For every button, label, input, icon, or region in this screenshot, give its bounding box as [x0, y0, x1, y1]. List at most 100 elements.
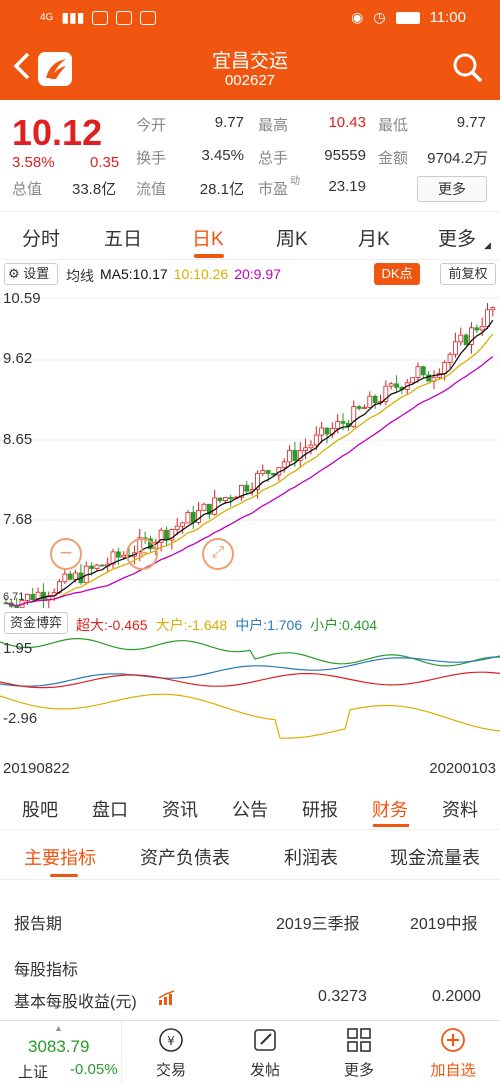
fund-flow-svg [0, 637, 500, 739]
status-bar: 4G ▮▮▮ ◉ ◷ 11:00 [0, 0, 500, 36]
tab-five-day[interactable]: 五日 [104, 229, 143, 250]
period-label: 报告期 [14, 916, 63, 933]
tab-orderbook[interactable]: 盘口 [92, 800, 128, 820]
settings-button[interactable]: ⚙ 设置 [4, 263, 58, 285]
nav-trade[interactable]: ¥ 交易 [136, 1027, 206, 1080]
zoom-in-icon[interactable]: + [126, 538, 158, 570]
candle-body [469, 327, 474, 345]
index-value: 3083.79 [28, 1037, 90, 1056]
candle-body [255, 473, 260, 491]
candlestick-chart[interactable]: 10.59 9.62 8.65 7.68 6.71 − + ⤢ [0, 288, 500, 616]
high-label: 最高 [258, 117, 289, 134]
float-cap-label: 流值 [136, 181, 167, 198]
low-label: 最低 [378, 117, 409, 134]
candle-body [447, 353, 453, 363]
candle-body [394, 383, 399, 388]
turnover-value: 3.45% [201, 147, 244, 164]
tab-cash-flow[interactable]: 现金流量表 [390, 848, 480, 868]
nav-more[interactable]: 更多 [324, 1027, 394, 1080]
amount-value: 9704.2万 [427, 150, 488, 167]
dropdown-triangle-icon: ◢ [484, 240, 491, 250]
y-axis-label: 7.68 [3, 511, 33, 528]
candle-body [388, 383, 394, 387]
tab-news[interactable]: 资讯 [162, 800, 198, 820]
candle-body [115, 551, 121, 558]
more-quote-button[interactable]: 更多 [417, 176, 487, 202]
tab-daily-k[interactable]: 日K [192, 229, 224, 250]
candle-body [265, 470, 271, 474]
candle-body [158, 529, 164, 543]
zoom-out-icon[interactable]: − [50, 538, 82, 570]
candle-body [442, 362, 448, 374]
candle-body [308, 444, 314, 449]
add-circle-icon [441, 1028, 465, 1052]
tab-profile[interactable]: 资料 [442, 800, 478, 820]
tab-balance-sheet[interactable]: 资产负债表 [140, 848, 230, 868]
tab-research[interactable]: 研报 [302, 800, 338, 820]
end-date: 20200103 [429, 760, 496, 777]
edit-icon [254, 1029, 276, 1051]
ma-toolbar: ⚙ 设置 均线 MA5:10.17 10:10.26 20:9.97 DK点 前… [0, 260, 500, 288]
ma-line [5, 333, 494, 607]
market-cap-value: 33.8亿 [72, 181, 117, 198]
tab-announcements[interactable]: 公告 [232, 800, 268, 820]
tab-intraday[interactable]: 分时 [22, 229, 61, 250]
change-amount: 0.35 [90, 154, 120, 171]
column-header: 2019中报 [410, 916, 478, 933]
candle-body [24, 593, 30, 601]
market-cap-label: 总值 [12, 181, 43, 198]
candle-body [367, 395, 373, 408]
tab-monthly-k[interactable]: 月K [358, 229, 390, 250]
trend-chart-icon[interactable] [158, 990, 176, 1011]
y-axis-label: 10.59 [3, 290, 41, 307]
candle-body [452, 341, 458, 355]
svg-text:¥: ¥ [167, 1034, 175, 1048]
candle-body [340, 421, 346, 424]
turnover-label: 换手 [136, 150, 167, 167]
tab-forum[interactable]: 股吧 [22, 800, 58, 820]
fund-flow-button[interactable]: 资金博弈 [4, 612, 68, 634]
nav-add-watchlist[interactable]: 加自选 [418, 1027, 488, 1080]
tab-income-statement[interactable]: 利润表 [284, 848, 338, 868]
candle-body [35, 591, 41, 601]
alarm-icon: ◷ [373, 9, 386, 25]
ma10-value: 10:10.26 [173, 266, 229, 282]
app-notification-icon [92, 10, 109, 25]
volume-label: 总手 [258, 150, 289, 167]
large-value: 大户:-1.648 [155, 617, 228, 633]
candle-body [212, 497, 218, 515]
tab-weekly-k[interactable]: 周K [276, 229, 308, 250]
fund-flow-chart[interactable]: 1.95 -2.96 [0, 636, 500, 746]
eye-icon: ◉ [351, 9, 364, 25]
dk-point-button[interactable]: DK点 [374, 263, 420, 285]
candle-body [287, 449, 292, 463]
search-icon[interactable] [452, 52, 484, 84]
nav-post[interactable]: 发帖 [230, 1027, 300, 1080]
candle-body [73, 572, 78, 580]
index-widget[interactable]: ▲ 3083.79 上证 -0.05% [0, 1021, 122, 1083]
ma20-value: 20:9.97 [234, 266, 281, 282]
fullscreen-icon[interactable]: ⤢ [202, 538, 234, 570]
candle-body [185, 512, 191, 524]
tab-finance[interactable]: 财务 [372, 800, 408, 820]
candle-body [169, 529, 175, 541]
candle-body [351, 406, 357, 427]
nav-label: 加自选 [430, 1062, 476, 1079]
tab-key-metrics[interactable]: 主要指标 [24, 848, 96, 868]
bottom-nav: ▲ 3083.79 上证 -0.05% ¥ 交易 发帖 更多 加自选 [0, 1020, 500, 1083]
back-arrow-icon[interactable] [10, 50, 34, 87]
open-label: 今开 [136, 117, 167, 134]
nav-label: 发帖 [249, 1062, 280, 1079]
candle-body [458, 334, 464, 343]
adjust-mode-button[interactable]: 前复权 [440, 263, 496, 285]
pe-label: 市盈 [258, 181, 289, 198]
tab-more[interactable]: 更多 [438, 229, 477, 250]
candle-body [313, 434, 319, 446]
ma-label: 均线 [66, 268, 94, 284]
app-logo [38, 52, 72, 86]
settings-label: 设置 [23, 266, 50, 281]
y-axis-label: 9.62 [3, 350, 33, 367]
candle-body [372, 395, 378, 403]
candle-body [426, 374, 432, 382]
candle-body [89, 565, 94, 569]
